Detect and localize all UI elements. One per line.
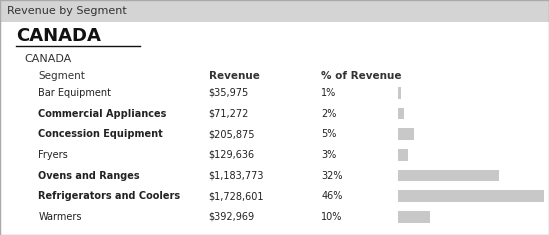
Text: 2%: 2%	[321, 109, 337, 118]
Text: $35,975: $35,975	[209, 88, 249, 98]
FancyBboxPatch shape	[398, 211, 430, 223]
FancyBboxPatch shape	[0, 0, 549, 22]
Text: 1%: 1%	[321, 88, 337, 98]
Text: Bar Equipment: Bar Equipment	[38, 88, 111, 98]
Text: Segment: Segment	[38, 71, 85, 81]
Text: $1,183,773: $1,183,773	[209, 171, 264, 180]
FancyBboxPatch shape	[398, 108, 405, 119]
FancyBboxPatch shape	[398, 170, 499, 181]
Text: 10%: 10%	[321, 212, 343, 222]
Text: 46%: 46%	[321, 191, 343, 201]
FancyBboxPatch shape	[398, 149, 407, 161]
Text: % of Revenue: % of Revenue	[321, 71, 402, 81]
Text: Warmers: Warmers	[38, 212, 82, 222]
FancyBboxPatch shape	[398, 87, 401, 99]
Text: Concession Equipment: Concession Equipment	[38, 129, 163, 139]
Text: Revenue: Revenue	[209, 71, 260, 81]
Text: Refrigerators and Coolers: Refrigerators and Coolers	[38, 191, 181, 201]
Text: CANADA: CANADA	[16, 27, 102, 45]
Text: Revenue by Segment: Revenue by Segment	[7, 6, 126, 16]
Text: $71,272: $71,272	[209, 109, 249, 118]
Text: Ovens and Ranges: Ovens and Ranges	[38, 171, 140, 180]
Text: CANADA: CANADA	[25, 54, 72, 64]
FancyBboxPatch shape	[398, 190, 544, 202]
Text: 3%: 3%	[321, 150, 337, 160]
Text: Commercial Appliances: Commercial Appliances	[38, 109, 167, 118]
Text: 5%: 5%	[321, 129, 337, 139]
Text: $129,636: $129,636	[209, 150, 255, 160]
Text: 32%: 32%	[321, 171, 343, 180]
FancyBboxPatch shape	[398, 128, 414, 140]
Text: $1,728,601: $1,728,601	[209, 191, 264, 201]
Text: Fryers: Fryers	[38, 150, 68, 160]
Text: $205,875: $205,875	[209, 129, 255, 139]
Text: $392,969: $392,969	[209, 212, 255, 222]
